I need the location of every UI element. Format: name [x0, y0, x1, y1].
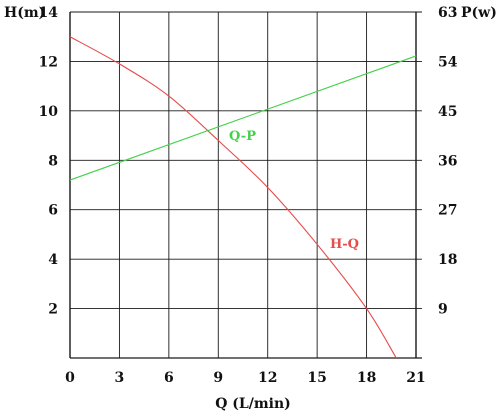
y-left-tick-label: 10 [39, 104, 59, 120]
axes [69, 12, 417, 358]
x-tick-label: 6 [164, 370, 174, 386]
y-left-tick-label: 6 [48, 203, 58, 219]
y-right-tick-label: 45 [438, 104, 457, 120]
y-axis-right-label: P(w) [461, 5, 497, 21]
grid [69, 11, 422, 359]
y-axis-left-label: H(m) [4, 5, 45, 21]
x-axis-label: Q (L/min) [215, 396, 291, 412]
y-right-tick-label: 9 [438, 302, 448, 318]
y-left-tick-label: 8 [48, 153, 58, 169]
y-right-tick-label: 54 [438, 54, 458, 70]
series-label-h-q: H-Q [330, 237, 359, 252]
y-left-tick-label: 4 [48, 252, 58, 268]
x-tick-label: 18 [357, 370, 376, 386]
x-tick-label: 15 [307, 370, 326, 386]
y-right-tick-label: 27 [438, 203, 457, 219]
series-line-q-p [69, 55, 417, 181]
x-tick-label: 0 [65, 370, 75, 386]
series-line-h-q [69, 36, 397, 359]
x-tick-label: 12 [258, 370, 277, 386]
series-label-q-p: Q-P [229, 129, 256, 144]
x-tick-label: 9 [213, 370, 223, 386]
y-right-tick-label: 36 [438, 153, 457, 169]
x-tick-label: 3 [115, 370, 125, 386]
x-tick-label: 21 [406, 370, 425, 386]
axis-labels: H(m) P(w) Q (L/min) [4, 5, 497, 412]
y-left-tick-label: 14 [39, 5, 59, 21]
y-right-tick-label: 18 [438, 252, 457, 268]
y-left-tick-label: 2 [48, 302, 58, 318]
y-right-tick-label: 63 [438, 5, 457, 21]
series-lines: H-Q Q-P [69, 36, 417, 359]
y-left-tick-label: 12 [39, 54, 58, 70]
